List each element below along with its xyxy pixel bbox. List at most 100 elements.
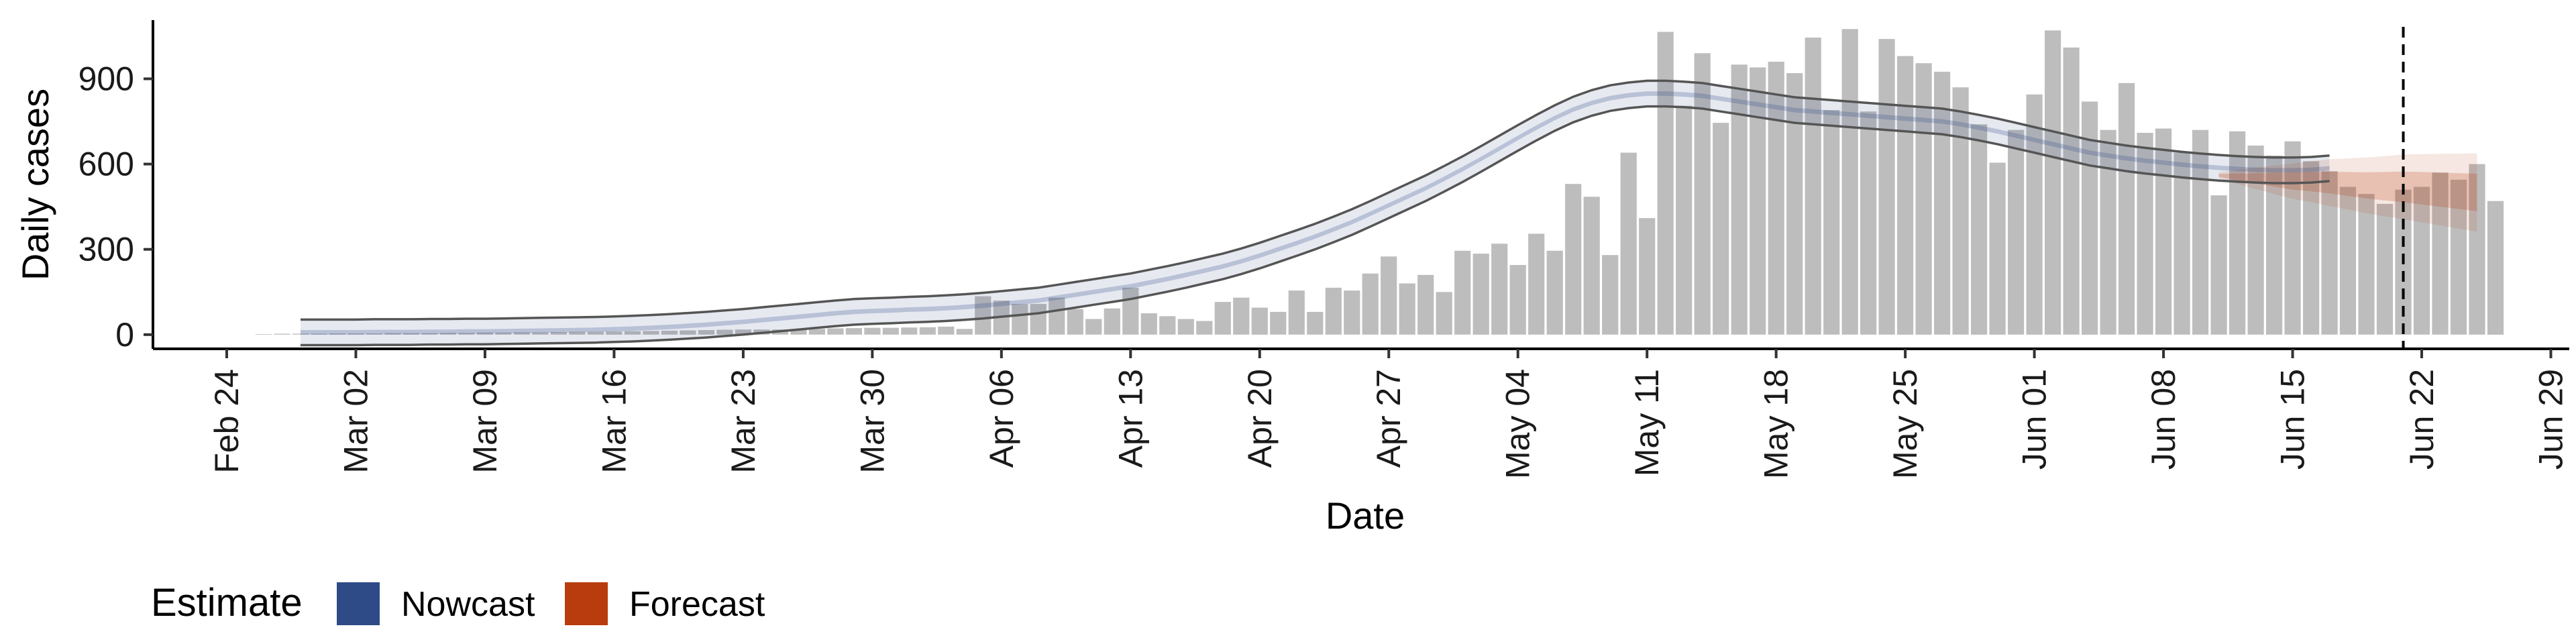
legend-label-nowcast: Nowcast bbox=[401, 585, 535, 624]
bar bbox=[311, 333, 327, 335]
bar bbox=[513, 332, 530, 335]
bar bbox=[827, 328, 844, 335]
legend-title: Estimate bbox=[151, 581, 303, 625]
x-tick-label: Jun 08 bbox=[2145, 369, 2182, 470]
legend: Estimate Nowcast Forecast bbox=[151, 581, 765, 625]
x-tick-label: Mar 02 bbox=[337, 369, 375, 474]
bar bbox=[1713, 123, 1729, 335]
bars-layer bbox=[255, 29, 2504, 335]
bar bbox=[402, 333, 419, 335]
bar bbox=[421, 333, 438, 335]
bar bbox=[2118, 83, 2135, 335]
bar bbox=[1214, 302, 1231, 335]
bar bbox=[956, 329, 973, 335]
bar bbox=[2137, 133, 2153, 335]
x-tick-label: May 18 bbox=[1758, 369, 1795, 479]
nowcast-outer-band bbox=[301, 80, 2330, 345]
bar bbox=[845, 328, 862, 335]
bar bbox=[2045, 30, 2061, 335]
forecast-inner-band bbox=[2218, 171, 2477, 211]
bar bbox=[1140, 313, 1157, 335]
bar bbox=[1620, 152, 1637, 335]
bar bbox=[1989, 162, 2006, 335]
bar bbox=[1344, 290, 1360, 335]
lines-layer bbox=[301, 27, 2405, 349]
bar bbox=[1049, 297, 1065, 335]
x-tick-label: May 04 bbox=[1499, 369, 1537, 479]
x-tick-label: May 11 bbox=[1628, 369, 1666, 476]
nowcast-lower-line bbox=[301, 105, 2330, 347]
bar bbox=[2469, 164, 2485, 335]
legend-swatch-nowcast bbox=[337, 582, 380, 625]
bar bbox=[2321, 171, 2338, 335]
bar bbox=[1583, 197, 1600, 335]
bar bbox=[1805, 38, 1821, 335]
bar bbox=[1528, 233, 1545, 335]
bar bbox=[882, 327, 899, 335]
bar bbox=[2229, 131, 2246, 335]
bar bbox=[1381, 256, 1397, 335]
bar bbox=[1750, 67, 1766, 335]
x-tick-label: Apr 13 bbox=[1112, 369, 1149, 468]
bar bbox=[2155, 128, 2172, 335]
x-tick-label: Apr 20 bbox=[1241, 369, 1279, 468]
bar bbox=[606, 331, 623, 335]
bar bbox=[1565, 184, 1582, 335]
x-tick-label: Mar 23 bbox=[724, 369, 762, 474]
bar bbox=[2413, 186, 2430, 335]
bar bbox=[2082, 101, 2098, 335]
bar bbox=[292, 333, 309, 335]
bar bbox=[1952, 87, 1969, 335]
bar bbox=[808, 329, 825, 335]
bar bbox=[1472, 254, 1489, 335]
bar bbox=[1012, 304, 1028, 335]
bar bbox=[1177, 319, 1194, 335]
bar bbox=[1270, 311, 1287, 335]
bar bbox=[919, 327, 936, 335]
bar bbox=[2358, 194, 2375, 335]
bar bbox=[1602, 255, 1619, 335]
bar bbox=[735, 329, 751, 335]
bar bbox=[624, 331, 641, 335]
x-tick-label: Apr 27 bbox=[1370, 369, 1407, 468]
bar bbox=[1823, 110, 1840, 335]
bar bbox=[2247, 146, 2264, 335]
bar bbox=[1841, 29, 1858, 335]
bar bbox=[975, 296, 991, 335]
bar bbox=[1067, 309, 1083, 335]
axes bbox=[152, 20, 2569, 350]
bar bbox=[1878, 39, 1895, 335]
bar bbox=[1731, 64, 1748, 335]
y-tick-label: 900 bbox=[78, 60, 134, 97]
bar bbox=[1934, 71, 1951, 335]
bar bbox=[1639, 218, 1656, 335]
bar bbox=[864, 327, 881, 335]
y-axis-title: Daily cases bbox=[14, 89, 56, 280]
bar bbox=[938, 326, 955, 335]
bar bbox=[366, 333, 383, 335]
bar bbox=[1233, 297, 1250, 335]
bar bbox=[716, 329, 733, 335]
bar bbox=[1491, 244, 1508, 335]
bar bbox=[1159, 316, 1176, 335]
bar bbox=[1786, 73, 1803, 335]
bar bbox=[1694, 53, 1711, 335]
legend-swatch-forecast bbox=[565, 582, 608, 625]
bar bbox=[1676, 105, 1693, 335]
bar bbox=[2450, 179, 2467, 335]
bar bbox=[1399, 283, 1415, 335]
bar bbox=[680, 330, 696, 335]
x-tick-label: Jun 29 bbox=[2532, 369, 2570, 470]
bar bbox=[2008, 129, 2025, 335]
bar bbox=[274, 333, 290, 335]
y-tick-label: 600 bbox=[78, 146, 134, 183]
bar bbox=[532, 332, 549, 335]
bar bbox=[643, 331, 659, 335]
bar bbox=[1325, 287, 1342, 335]
bar bbox=[790, 329, 807, 335]
bar bbox=[1971, 124, 1988, 335]
bar bbox=[1085, 319, 1102, 335]
x-tick-label: Feb 24 bbox=[208, 369, 246, 474]
bar bbox=[347, 333, 364, 335]
